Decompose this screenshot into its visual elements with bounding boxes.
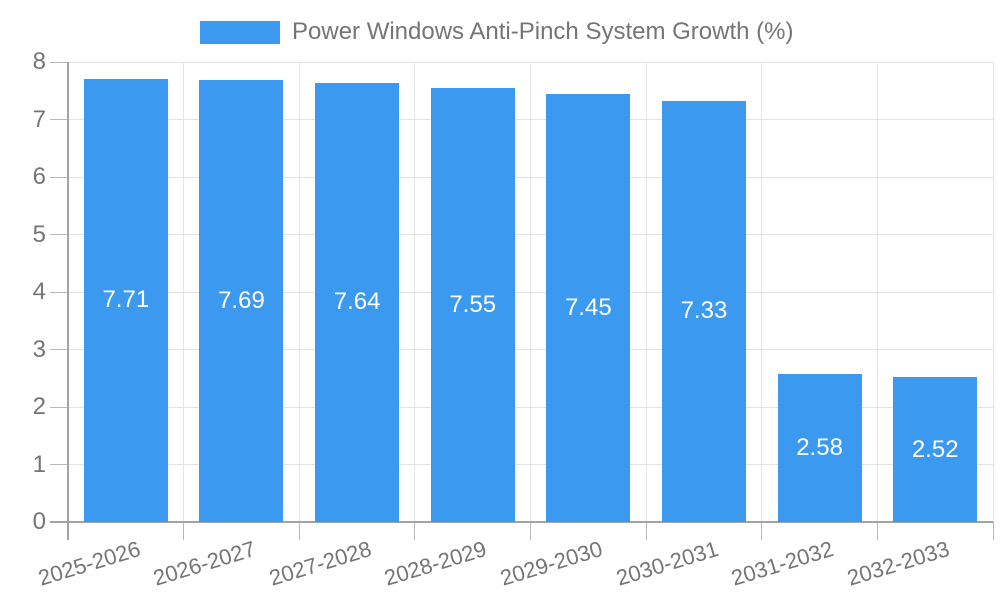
- bar-2026-2027[interactable]: [199, 79, 284, 522]
- legend-swatch: [200, 20, 280, 44]
- y-axis-label: 4: [32, 278, 46, 305]
- x-gridline: [761, 62, 763, 522]
- y-axis-tick: [50, 119, 68, 120]
- x-axis-tick: [876, 522, 878, 540]
- bar-value-label: 7.69: [218, 286, 265, 314]
- x-axis-tick: [761, 522, 763, 540]
- x-axis-category-label: 2032-2033: [844, 536, 953, 591]
- x-gridline: [183, 62, 185, 522]
- x-axis-tick: [530, 522, 531, 540]
- y-axis-tick: [50, 464, 68, 465]
- y-axis-label: 6: [32, 163, 46, 190]
- bar-2030-2031[interactable]: [661, 100, 746, 522]
- x-axis-category-label: 2025-2026: [34, 536, 143, 591]
- x-axis-tick: [414, 522, 416, 540]
- x-gridline: [298, 62, 300, 522]
- y-axis-label: 3: [32, 335, 46, 363]
- bar-2029-2030[interactable]: [546, 93, 631, 522]
- bar-value-label: 7.33: [680, 297, 728, 325]
- y-axis-label: 8: [32, 48, 46, 75]
- bar-value-label: 7.55: [449, 290, 497, 318]
- x-axis-tick: [645, 522, 647, 540]
- y-axis-label: 2: [32, 393, 46, 420]
- legend-item[interactable]: Power Windows Anti-Pinch System Growth (…: [200, 17, 793, 47]
- bar-2031-2032[interactable]: [777, 373, 862, 522]
- x-gridline: [414, 62, 416, 522]
- bar-value-label: 2.52: [911, 435, 959, 463]
- bar-2032-2033[interactable]: [893, 377, 978, 522]
- y-axis-label: 1: [32, 450, 46, 478]
- x-axis-category-label: 2031-2032: [728, 536, 837, 591]
- y-axis-tick: [50, 406, 68, 408]
- bar-value-label: 7.71: [102, 286, 150, 314]
- x-gridline: [876, 62, 878, 522]
- y-axis-tick: [50, 61, 68, 63]
- bar-value-label: 7.45: [564, 293, 612, 321]
- x-axis-category-label: 2029-2030: [497, 536, 606, 591]
- x-axis-line: [50, 521, 993, 523]
- y-axis-tick: [50, 291, 68, 293]
- x-axis-category-label: 2026-2027: [150, 536, 259, 591]
- legend-label: Power Windows Anti-Pinch System Growth (…: [292, 18, 794, 45]
- x-gridline: [645, 62, 647, 522]
- y-axis-line: [67, 62, 69, 540]
- y-axis-label: 0: [32, 508, 46, 535]
- x-axis-tick: [992, 522, 994, 540]
- x-axis-category-label: 2028-2029: [381, 536, 490, 591]
- y-axis-tick: [50, 349, 68, 350]
- bar-value-label: 2.58: [796, 433, 843, 461]
- x-gridline: [530, 62, 531, 522]
- y-axis-tick: [50, 176, 68, 178]
- bar-2027-2028[interactable]: [315, 82, 400, 522]
- bar-2028-2029[interactable]: [430, 87, 515, 522]
- y-axis-tick: [50, 234, 68, 235]
- x-axis-tick: [298, 522, 300, 540]
- x-axis-category-label: 2027-2028: [266, 536, 375, 591]
- x-gridline: [992, 62, 994, 522]
- x-axis-category-label: 2030-2031: [613, 536, 721, 591]
- x-axis-tick: [183, 522, 185, 540]
- y-axis-label: 5: [32, 220, 46, 248]
- bar-2025-2026[interactable]: [83, 78, 168, 522]
- bar-value-label: 7.64: [333, 288, 381, 316]
- y-axis-label: 7: [32, 105, 46, 133]
